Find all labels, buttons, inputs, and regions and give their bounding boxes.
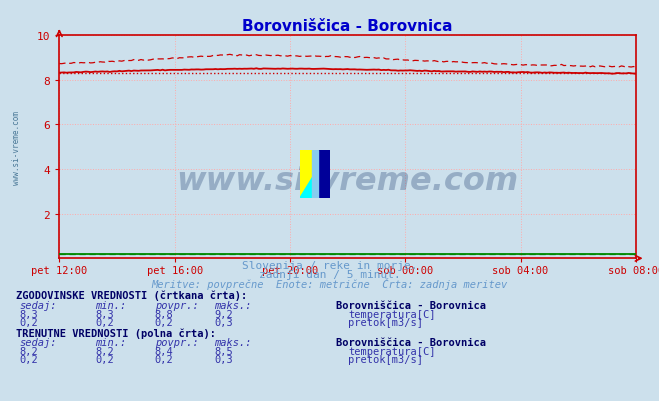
Text: 8,5: 8,5 bbox=[214, 346, 233, 356]
Text: min.:: min.: bbox=[96, 300, 127, 310]
Text: 9,2: 9,2 bbox=[214, 309, 233, 319]
Text: sedaj:: sedaj: bbox=[20, 337, 57, 347]
Text: maks.:: maks.: bbox=[214, 300, 252, 310]
Text: 0,2: 0,2 bbox=[96, 354, 114, 365]
Text: zadnji dan / 5 minut.: zadnji dan / 5 minut. bbox=[258, 269, 401, 279]
Polygon shape bbox=[312, 150, 318, 198]
Text: www.si-vreme.com: www.si-vreme.com bbox=[177, 165, 519, 196]
Text: 0,3: 0,3 bbox=[214, 354, 233, 365]
Text: 0,2: 0,2 bbox=[96, 318, 114, 328]
Text: Slovenija / reke in morje.: Slovenija / reke in morje. bbox=[242, 261, 417, 271]
Text: sedaj:: sedaj: bbox=[20, 300, 57, 310]
Text: min.:: min.: bbox=[96, 337, 127, 347]
Text: Borovniščica - Borovnica: Borovniščica - Borovnica bbox=[336, 300, 486, 310]
Polygon shape bbox=[315, 150, 330, 198]
Text: 8,3: 8,3 bbox=[96, 309, 114, 319]
Text: TRENUTNE VREDNOSTI (polna črta):: TRENUTNE VREDNOSTI (polna črta): bbox=[16, 328, 216, 338]
Polygon shape bbox=[300, 150, 330, 198]
Text: pretok[m3/s]: pretok[m3/s] bbox=[348, 318, 423, 328]
Text: temperatura[C]: temperatura[C] bbox=[348, 309, 436, 319]
Polygon shape bbox=[300, 150, 330, 198]
Text: 0,2: 0,2 bbox=[155, 318, 173, 328]
Text: 0,2: 0,2 bbox=[20, 354, 38, 365]
Text: 0,2: 0,2 bbox=[155, 354, 173, 365]
Text: 8,2: 8,2 bbox=[20, 346, 38, 356]
Text: pretok[m3/s]: pretok[m3/s] bbox=[348, 354, 423, 365]
Text: temperatura[C]: temperatura[C] bbox=[348, 346, 436, 356]
Text: Borovniščica - Borovnica: Borovniščica - Borovnica bbox=[336, 337, 486, 347]
Text: 0,2: 0,2 bbox=[20, 318, 38, 328]
Text: Meritve: povprečne  Enote: metrične  Črta: zadnja meritev: Meritve: povprečne Enote: metrične Črta:… bbox=[152, 277, 507, 289]
Text: 8,3: 8,3 bbox=[20, 309, 38, 319]
Text: 0,3: 0,3 bbox=[214, 318, 233, 328]
Text: ZGODOVINSKE VREDNOSTI (črtkana črta):: ZGODOVINSKE VREDNOSTI (črtkana črta): bbox=[16, 290, 248, 301]
Text: povpr.:: povpr.: bbox=[155, 337, 198, 347]
Title: Borovniščica - Borovnica: Borovniščica - Borovnica bbox=[243, 18, 453, 34]
Text: www.si-vreme.com: www.si-vreme.com bbox=[12, 110, 20, 184]
Text: 8,4: 8,4 bbox=[155, 346, 173, 356]
Text: maks.:: maks.: bbox=[214, 337, 252, 347]
Text: 8,8: 8,8 bbox=[155, 309, 173, 319]
Text: 8,2: 8,2 bbox=[96, 346, 114, 356]
Text: povpr.:: povpr.: bbox=[155, 300, 198, 310]
